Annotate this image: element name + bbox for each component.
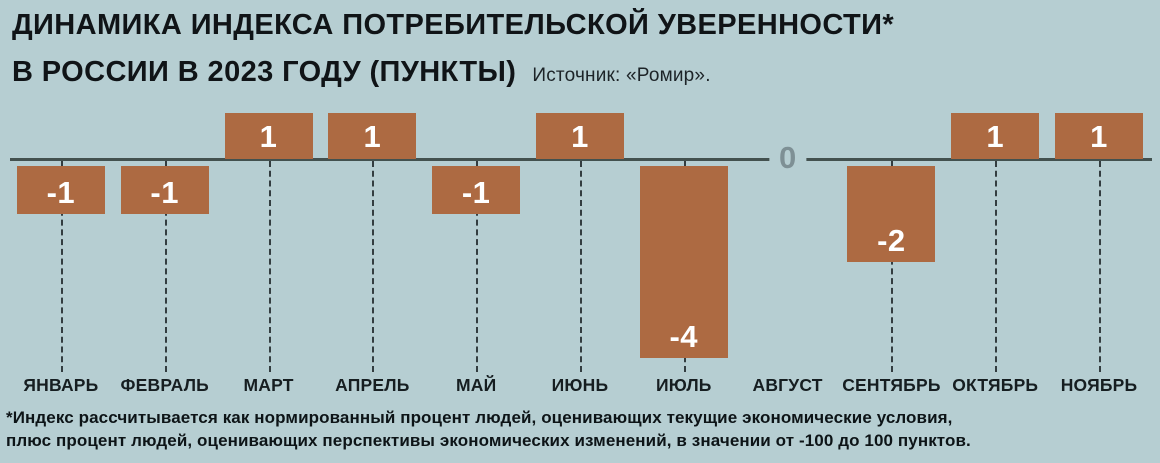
chart-title-row: В РОССИИ В 2023 ГОДУ (ПУНКТЫ) Источник: … [12,49,894,96]
chart-column-5: -1 МАЙ [424,0,528,463]
bar-value-label: -4 [669,319,699,354]
bar: 1 [224,113,313,159]
chart-column-11: 1 НОЯБРЬ [1047,0,1151,463]
leader-line-dashed [995,161,998,372]
chart-title-line2: В РОССИИ В 2023 ГОДУ (ПУНКТЫ) [12,56,517,88]
bar: -2 [847,166,936,262]
leader-line-dashed [891,161,894,372]
chart-footnote: *Индекс рассчитывается как нормированный… [6,406,971,452]
bar: 1 [535,113,624,159]
footnote-line2: плюс процент людей, оценивающих перспект… [6,431,971,450]
leader-line-dashed [164,161,167,372]
bar-value-label: -1 [150,175,179,210]
leader-line-dashed [372,161,375,372]
chart-column-6: 1 ИЮНЬ [528,0,632,463]
chart-column-7: -4 ИЮЛЬ [632,0,736,463]
bar: -1 [16,166,105,214]
chart-column-2: -1 ФЕВРАЛЬ [113,0,217,463]
month-label: АПРЕЛЬ [335,375,410,395]
bar-value-label: -1 [461,175,491,210]
bar-value-label: 1 [363,118,382,154]
bar: 1 [951,113,1040,159]
leader-line-dashed [476,161,479,372]
zero-axis-line [10,158,1152,161]
month-label: МАЙ [455,375,497,395]
chart-column-1: -1 ЯНВАРЬ [9,0,113,463]
leader-line-dashed [60,161,63,372]
month-label: ОКТЯБРЬ [952,375,1039,395]
bar-value-label: 1 [571,118,589,154]
bar: -1 [432,166,521,214]
bar: 1 [1055,113,1144,159]
month-label: ИЮНЬ [551,375,609,395]
footnote-line1: *Индекс рассчитывается как нормированный… [6,408,953,427]
leader-line-dashed [1099,161,1102,372]
chart-column-4: 1 АПРЕЛЬ [320,0,424,463]
chart-header: ДИНАМИКА ИНДЕКСА ПОТРЕБИТЕЛЬСКОЙ УВЕРЕНН… [12,2,894,96]
chart-source: Источник: «Ромир». [532,65,711,86]
chart-column-10: 1 ОКТЯБРЬ [943,0,1047,463]
month-label: ИЮЛЬ [655,375,712,395]
leader-line-dashed [579,161,582,372]
bar-value-label: -2 [877,223,906,258]
leader-line-dashed [268,161,271,372]
bar-value-label: -1 [46,175,76,210]
zero-value-label: 0 [768,140,807,177]
chart-column-3: 1 МАРТ [217,0,321,463]
chart-columns: -1 ЯНВАРЬ -1 ФЕВРАЛЬ 1 МАРТ 1 АПРЕЛЬ -1 МАЙ 1 ИЮНЬ -… [9,0,1151,463]
month-label: ЯНВАРЬ [23,375,99,395]
month-label: СЕНТЯБРЬ [842,375,941,395]
chart-column-9: -2 СЕНТЯБРЬ [840,0,944,463]
bar: -1 [120,166,209,214]
bar-value-label: 1 [1090,118,1108,154]
bar: -4 [639,166,728,358]
month-label: ФЕВРАЛЬ [120,375,209,395]
chart-title-line1: ДИНАМИКА ИНДЕКСА ПОТРЕБИТЕЛЬСКОЙ УВЕРЕНН… [12,9,895,41]
month-label: МАРТ [243,375,294,395]
month-label: АВГУСТ [752,375,823,395]
chart-column-8: 0 АВГУСТ [736,0,840,463]
bar-value-label: 1 [986,118,1005,154]
month-label: НОЯБРЬ [1060,375,1138,395]
bar-value-label: 1 [259,118,278,154]
bar: 1 [328,113,417,159]
